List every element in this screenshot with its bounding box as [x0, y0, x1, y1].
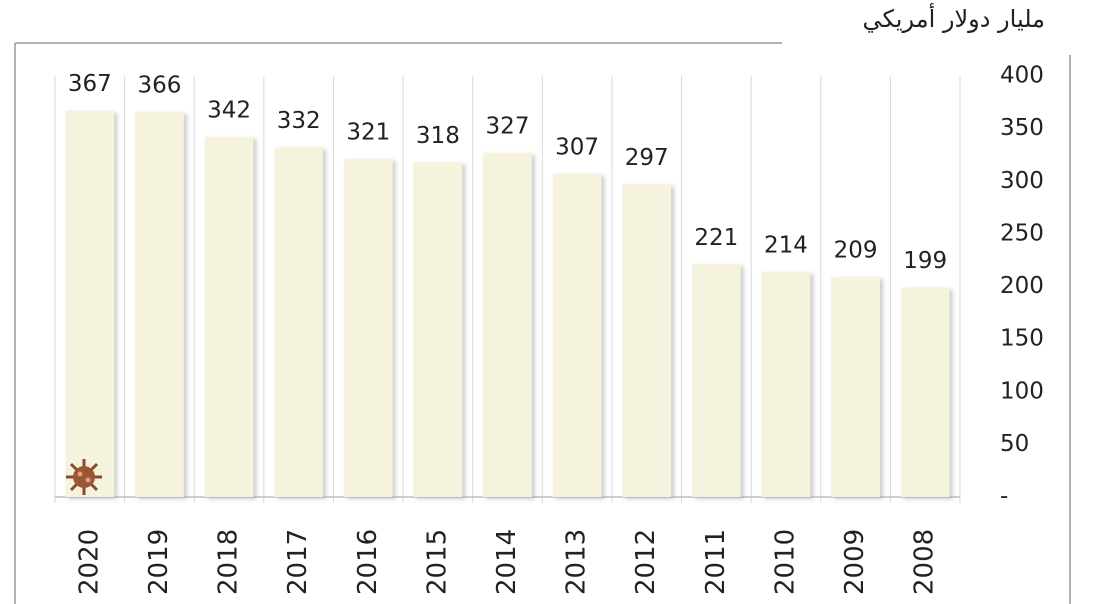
bar — [761, 271, 811, 497]
bar — [65, 110, 115, 498]
data-label: 318 — [416, 123, 460, 149]
x-tick-label: 2012 — [631, 529, 661, 595]
data-label: 321 — [346, 120, 390, 146]
bar — [274, 147, 324, 497]
x-tick-label: 2018 — [214, 529, 244, 595]
bar — [900, 287, 950, 497]
bar — [343, 159, 393, 497]
x-tick-label: 2011 — [701, 529, 731, 595]
bar — [831, 277, 880, 497]
data-label: 367 — [68, 71, 112, 97]
data-label: 214 — [764, 232, 808, 258]
bar — [622, 184, 672, 497]
bar — [552, 173, 602, 497]
y-tick-label: 150 — [1000, 326, 1044, 352]
x-tick-label: 2013 — [562, 529, 592, 595]
x-tick-label: 2010 — [770, 529, 800, 595]
x-tick-label: 2014 — [492, 529, 522, 595]
plot: - 50 100 150 200 250 300 350 400 367 2020 366 2019 34… — [54, 63, 1044, 595]
x-tick-label: 2009 — [840, 529, 870, 595]
bar — [483, 152, 532, 497]
data-label: 297 — [625, 145, 669, 171]
data-label: 342 — [207, 98, 251, 124]
y-tick-label: 400 — [1000, 63, 1044, 89]
data-label: 327 — [486, 113, 530, 139]
data-label: 221 — [694, 225, 738, 251]
data-label: 332 — [277, 108, 321, 134]
data-label: 307 — [555, 134, 599, 160]
y-tick-label: - — [1000, 484, 1008, 510]
y-tick-label: 300 — [1000, 168, 1044, 194]
x-tick-label: 2020 — [74, 529, 104, 595]
bar — [135, 111, 184, 497]
x-tick-label: 2008 — [910, 529, 940, 595]
y-tick-label: 250 — [1000, 220, 1044, 246]
data-label: 366 — [137, 72, 181, 98]
data-label: 209 — [834, 238, 878, 264]
data-label: 199 — [903, 248, 947, 274]
x-tick-label: 2019 — [144, 529, 174, 595]
y-tick-label: 100 — [1000, 378, 1044, 404]
y-tick-label: 50 — [1000, 431, 1029, 457]
x-tick-label: 2015 — [422, 529, 452, 595]
axis-title: مليار دولار أمريكي — [863, 3, 1045, 33]
bar — [413, 162, 463, 497]
y-tick-label: 350 — [1000, 115, 1044, 141]
bar — [691, 264, 741, 497]
bar — [204, 137, 254, 498]
x-tick-label: 2017 — [283, 529, 313, 595]
y-tick-label: 200 — [1000, 273, 1044, 299]
x-tick-label: 2016 — [353, 529, 383, 595]
virus-icon — [66, 459, 102, 495]
